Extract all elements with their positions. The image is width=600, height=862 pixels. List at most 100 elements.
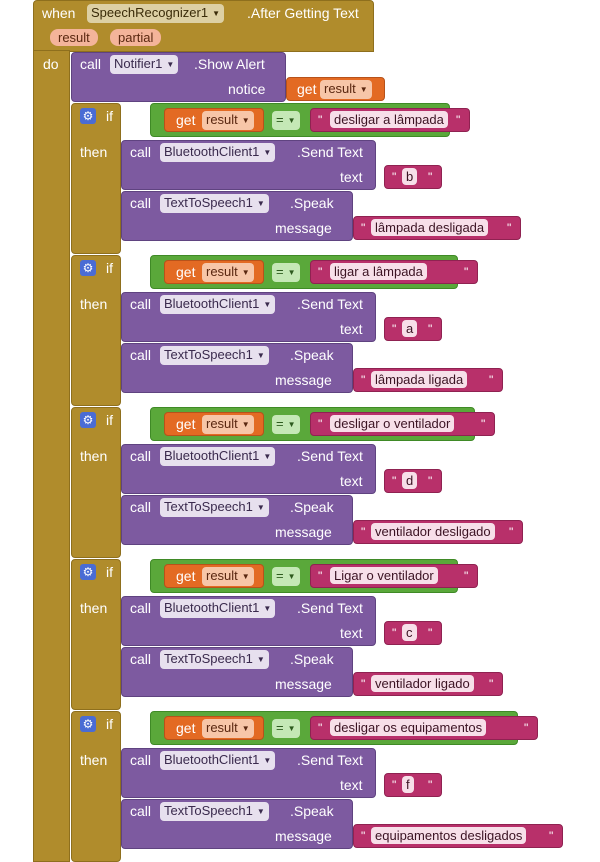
call-keyword: call [130,600,152,616]
get-var-dropdown[interactable]: result ▼ [202,263,254,282]
get-keyword: get [176,416,196,432]
speak-method: .Speak [290,347,334,363]
quote-close: " [456,113,461,127]
quote-open: " [318,569,323,583]
send-text-method: .Send Text [297,448,363,464]
quote-open: " [318,721,323,735]
call-keyword: call [130,195,152,211]
quote-close: " [507,221,512,235]
call-keyword: call [130,651,152,667]
if-block[interactable] [71,711,121,862]
mutator-gear-icon[interactable]: ⚙ [80,716,96,732]
quote-close: " [489,373,494,387]
get-var-dropdown[interactable]: result ▼ [202,111,254,130]
quote-close: " [428,626,433,640]
quote-open: " [318,113,323,127]
quote-close: " [428,474,433,488]
if-block[interactable] [71,407,121,558]
compare-op-dropdown[interactable]: = ▼ [272,719,300,738]
speak-method: .Speak [290,651,334,667]
code-text[interactable]: a [402,320,418,337]
message-text[interactable]: equipamentos desligados [371,827,527,844]
get-var-dropdown[interactable]: result ▼ [320,80,372,99]
compare-op-dropdown[interactable]: = ▼ [272,263,300,282]
get-var-dropdown[interactable]: result ▼ [202,719,254,738]
get-keyword: get [176,568,196,584]
compare-op-dropdown[interactable]: = ▼ [272,111,300,130]
compare-op-dropdown[interactable]: = ▼ [272,567,300,586]
show-alert-block[interactable] [71,52,286,102]
mutator-gear-icon[interactable]: ⚙ [80,412,96,428]
message-text[interactable]: ventilador desligado [371,523,495,540]
code-text[interactable]: f [402,776,414,793]
send-text-method: .Send Text [297,752,363,768]
code-text[interactable]: d [402,472,418,489]
message-arg-label: message [275,828,332,844]
message-text[interactable]: lâmpada desligada [371,219,489,236]
then-keyword: then [80,144,108,160]
call-keyword: call [130,803,152,819]
phrase-text[interactable]: desligar os equipamentos [330,719,487,736]
tts-component-dropdown[interactable]: TextToSpeech1 ▼ [160,194,269,213]
event-block-spine [33,50,70,862]
message-arg-label: message [275,372,332,388]
do-keyword: do [43,56,59,72]
mutator-gear-icon[interactable]: ⚙ [80,108,96,124]
if-block[interactable] [71,559,121,710]
get-var-dropdown[interactable]: result ▼ [202,415,254,434]
tts-component-dropdown[interactable]: TextToSpeech1 ▼ [160,346,269,365]
call-keyword: call [130,296,152,312]
quote-open: " [392,474,397,488]
call-keyword: call [130,752,152,768]
bluetooth-component-dropdown[interactable]: BluetoothClient1 ▼ [160,599,276,618]
phrase-text[interactable]: ligar a lâmpada [330,263,427,280]
get-var-dropdown[interactable]: result ▼ [202,567,254,586]
call-keyword: call [130,144,152,160]
text-arg-label: text [340,625,363,641]
quote-open: " [392,170,397,184]
event-component-dropdown[interactable]: SpeechRecognizer1 ▼ [87,4,224,23]
param-result[interactable]: result [50,29,98,46]
bluetooth-component-dropdown[interactable]: BluetoothClient1 ▼ [160,295,276,314]
quote-close: " [489,677,494,691]
get-keyword: get [176,112,196,128]
phrase-text[interactable]: desligar a lâmpada [330,111,448,128]
code-text[interactable]: b [402,168,418,185]
code-text[interactable]: c [402,624,417,641]
phrase-text[interactable]: Ligar o ventilador [330,567,438,584]
send-text-method: .Send Text [297,144,363,160]
quote-close: " [509,525,514,539]
quote-open: " [361,373,366,387]
quote-open: " [361,525,366,539]
call-keyword: call [130,448,152,464]
message-text[interactable]: ventilador ligado [371,675,474,692]
if-block[interactable] [71,255,121,406]
notifier-component-dropdown[interactable]: Notifier1 ▼ [110,55,179,74]
speak-method: .Speak [290,499,334,515]
quote-open: " [392,626,397,640]
quote-open: " [361,829,366,843]
tts-component-dropdown[interactable]: TextToSpeech1 ▼ [160,498,269,517]
if-block[interactable] [71,103,121,254]
speak-method: .Speak [290,803,334,819]
tts-component-dropdown[interactable]: TextToSpeech1 ▼ [160,650,269,669]
bluetooth-component-dropdown[interactable]: BluetoothClient1 ▼ [160,751,276,770]
then-keyword: then [80,600,108,616]
message-arg-label: message [275,524,332,540]
if-keyword: if [106,412,113,428]
tts-component-dropdown[interactable]: TextToSpeech1 ▼ [160,802,269,821]
call-keyword: call [80,56,102,72]
compare-op-dropdown[interactable]: = ▼ [272,415,300,434]
show-alert-method: .Show Alert [194,56,265,72]
quote-close: " [464,265,469,279]
mutator-gear-icon[interactable]: ⚙ [80,260,96,276]
message-text[interactable]: lâmpada ligada [371,371,468,388]
quote-open: " [361,677,366,691]
bluetooth-component-dropdown[interactable]: BluetoothClient1 ▼ [160,447,276,466]
phrase-text[interactable]: desligar o ventilador [330,415,455,432]
param-partial[interactable]: partial [110,29,162,46]
bluetooth-component-dropdown[interactable]: BluetoothClient1 ▼ [160,143,276,162]
mutator-gear-icon[interactable]: ⚙ [80,564,96,580]
quote-open: " [318,265,323,279]
quote-close: " [428,322,433,336]
